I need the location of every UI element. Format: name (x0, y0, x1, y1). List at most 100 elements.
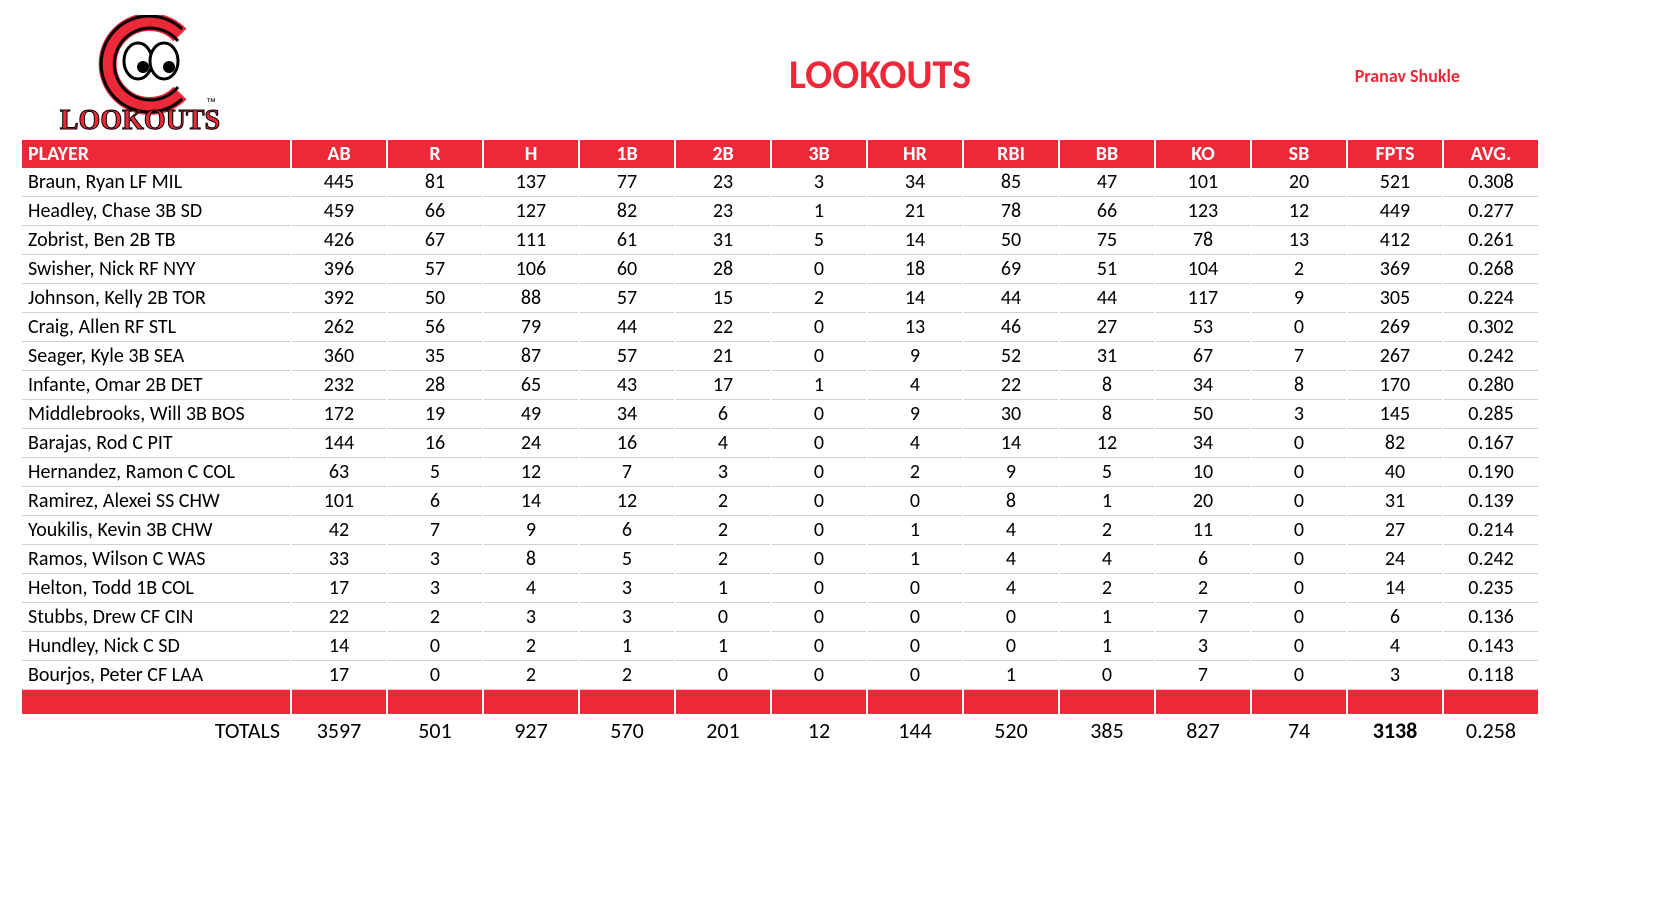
stat-cell-r: 3 (387, 574, 483, 603)
stat-cell-h: 87 (483, 342, 579, 371)
stat-cell-b3: 0 (771, 255, 867, 284)
stat-cell-sb: 3 (1251, 400, 1347, 429)
stat-cell-rbi: 30 (963, 400, 1059, 429)
stat-cell-b1: 34 (579, 400, 675, 429)
stat-cell-h: 79 (483, 313, 579, 342)
stat-cell-h: 49 (483, 400, 579, 429)
totals-h: 927 (483, 714, 579, 748)
team-logo: ™ LOOKOUTS (20, 10, 260, 140)
stat-cell-sb: 0 (1251, 603, 1347, 632)
stat-cell-bb: 2 (1059, 516, 1155, 545)
col-hr: HR (867, 140, 963, 168)
stat-cell-r: 5 (387, 458, 483, 487)
stat-cell-r: 66 (387, 197, 483, 226)
stat-cell-ko: 20 (1155, 487, 1251, 516)
stat-cell-fpts: 305 (1347, 284, 1443, 313)
stat-cell-b2: 17 (675, 371, 771, 400)
stat-cell-sb: 0 (1251, 632, 1347, 661)
stat-cell-b2: 1 (675, 632, 771, 661)
stat-cell-ab: 33 (291, 545, 387, 574)
totals-spacer (21, 690, 1539, 714)
stat-cell-b1: 12 (579, 487, 675, 516)
stat-cell-r: 7 (387, 516, 483, 545)
totals-r: 501 (387, 714, 483, 748)
stat-cell-hr: 34 (867, 168, 963, 197)
stat-cell-hr: 0 (867, 603, 963, 632)
stat-cell-avg: 0.261 (1443, 226, 1539, 255)
stat-cell-b3: 0 (771, 429, 867, 458)
stat-cell-rbi: 4 (963, 545, 1059, 574)
stat-cell-rbi: 52 (963, 342, 1059, 371)
stat-cell-hr: 0 (867, 487, 963, 516)
stat-cell-h: 2 (483, 632, 579, 661)
stat-cell-h: 137 (483, 168, 579, 197)
stat-cell-fpts: 521 (1347, 168, 1443, 197)
player-cell: Middlebrooks, Will 3B BOS (21, 400, 291, 429)
table-row: Helton, Todd 1B COL173431004220140.235 (21, 574, 1539, 603)
stat-cell-rbi: 22 (963, 371, 1059, 400)
stat-cell-ko: 117 (1155, 284, 1251, 313)
table-row: Hernandez, Ramon C COL63512730295100400.… (21, 458, 1539, 487)
stat-cell-h: 4 (483, 574, 579, 603)
stat-cell-bb: 47 (1059, 168, 1155, 197)
stat-cell-ab: 360 (291, 342, 387, 371)
table-row: Swisher, Nick RF NYY39657106602801869511… (21, 255, 1539, 284)
totals-hr: 144 (867, 714, 963, 748)
stat-cell-fpts: 267 (1347, 342, 1443, 371)
player-cell: Helton, Todd 1B COL (21, 574, 291, 603)
stat-cell-fpts: 6 (1347, 603, 1443, 632)
stat-cell-avg: 0.224 (1443, 284, 1539, 313)
stat-cell-hr: 14 (867, 284, 963, 313)
stat-cell-rbi: 78 (963, 197, 1059, 226)
player-cell: Infante, Omar 2B DET (21, 371, 291, 400)
stat-cell-ab: 42 (291, 516, 387, 545)
stat-cell-b1: 60 (579, 255, 675, 284)
stat-cell-b3: 0 (771, 516, 867, 545)
stat-cell-ab: 101 (291, 487, 387, 516)
stat-cell-sb: 0 (1251, 545, 1347, 574)
stat-cell-b1: 3 (579, 603, 675, 632)
stat-cell-sb: 12 (1251, 197, 1347, 226)
stat-cell-fpts: 369 (1347, 255, 1443, 284)
col-avg: AVG. (1443, 140, 1539, 168)
stat-cell-b3: 0 (771, 545, 867, 574)
stat-cell-sb: 0 (1251, 661, 1347, 690)
stat-cell-ab: 22 (291, 603, 387, 632)
stat-cell-b3: 0 (771, 603, 867, 632)
stat-cell-bb: 44 (1059, 284, 1155, 313)
page: ™ LOOKOUTS LOOKOUTS Pranav Shukle PLAYER… (0, 0, 1520, 758)
stat-cell-bb: 4 (1059, 545, 1155, 574)
stat-cell-b1: 44 (579, 313, 675, 342)
stat-cell-ko: 50 (1155, 400, 1251, 429)
stat-cell-r: 57 (387, 255, 483, 284)
stat-cell-b2: 23 (675, 168, 771, 197)
player-cell: Barajas, Rod C PIT (21, 429, 291, 458)
stat-cell-h: 24 (483, 429, 579, 458)
stat-cell-ko: 11 (1155, 516, 1251, 545)
player-cell: Bourjos, Peter CF LAA (21, 661, 291, 690)
stat-cell-b2: 28 (675, 255, 771, 284)
stat-cell-b3: 0 (771, 342, 867, 371)
stat-cell-hr: 4 (867, 429, 963, 458)
totals-sb: 74 (1251, 714, 1347, 748)
stat-cell-r: 6 (387, 487, 483, 516)
stat-cell-rbi: 1 (963, 661, 1059, 690)
stat-cell-b1: 77 (579, 168, 675, 197)
stat-cell-bb: 31 (1059, 342, 1155, 371)
stat-cell-ko: 7 (1155, 603, 1251, 632)
table-row: Braun, Ryan LF MIL4458113777233348547101… (21, 168, 1539, 197)
stat-cell-avg: 0.242 (1443, 342, 1539, 371)
stat-cell-b2: 3 (675, 458, 771, 487)
totals-label: TOTALS (21, 714, 291, 748)
stat-cell-avg: 0.143 (1443, 632, 1539, 661)
totals-3b: 12 (771, 714, 867, 748)
stat-cell-rbi: 50 (963, 226, 1059, 255)
stat-cell-sb: 2 (1251, 255, 1347, 284)
col-1b: 1B (579, 140, 675, 168)
stat-cell-rbi: 46 (963, 313, 1059, 342)
stat-cell-rbi: 69 (963, 255, 1059, 284)
stat-cell-ko: 104 (1155, 255, 1251, 284)
stat-cell-h: 14 (483, 487, 579, 516)
stat-cell-fpts: 31 (1347, 487, 1443, 516)
stat-cell-b2: 2 (675, 487, 771, 516)
